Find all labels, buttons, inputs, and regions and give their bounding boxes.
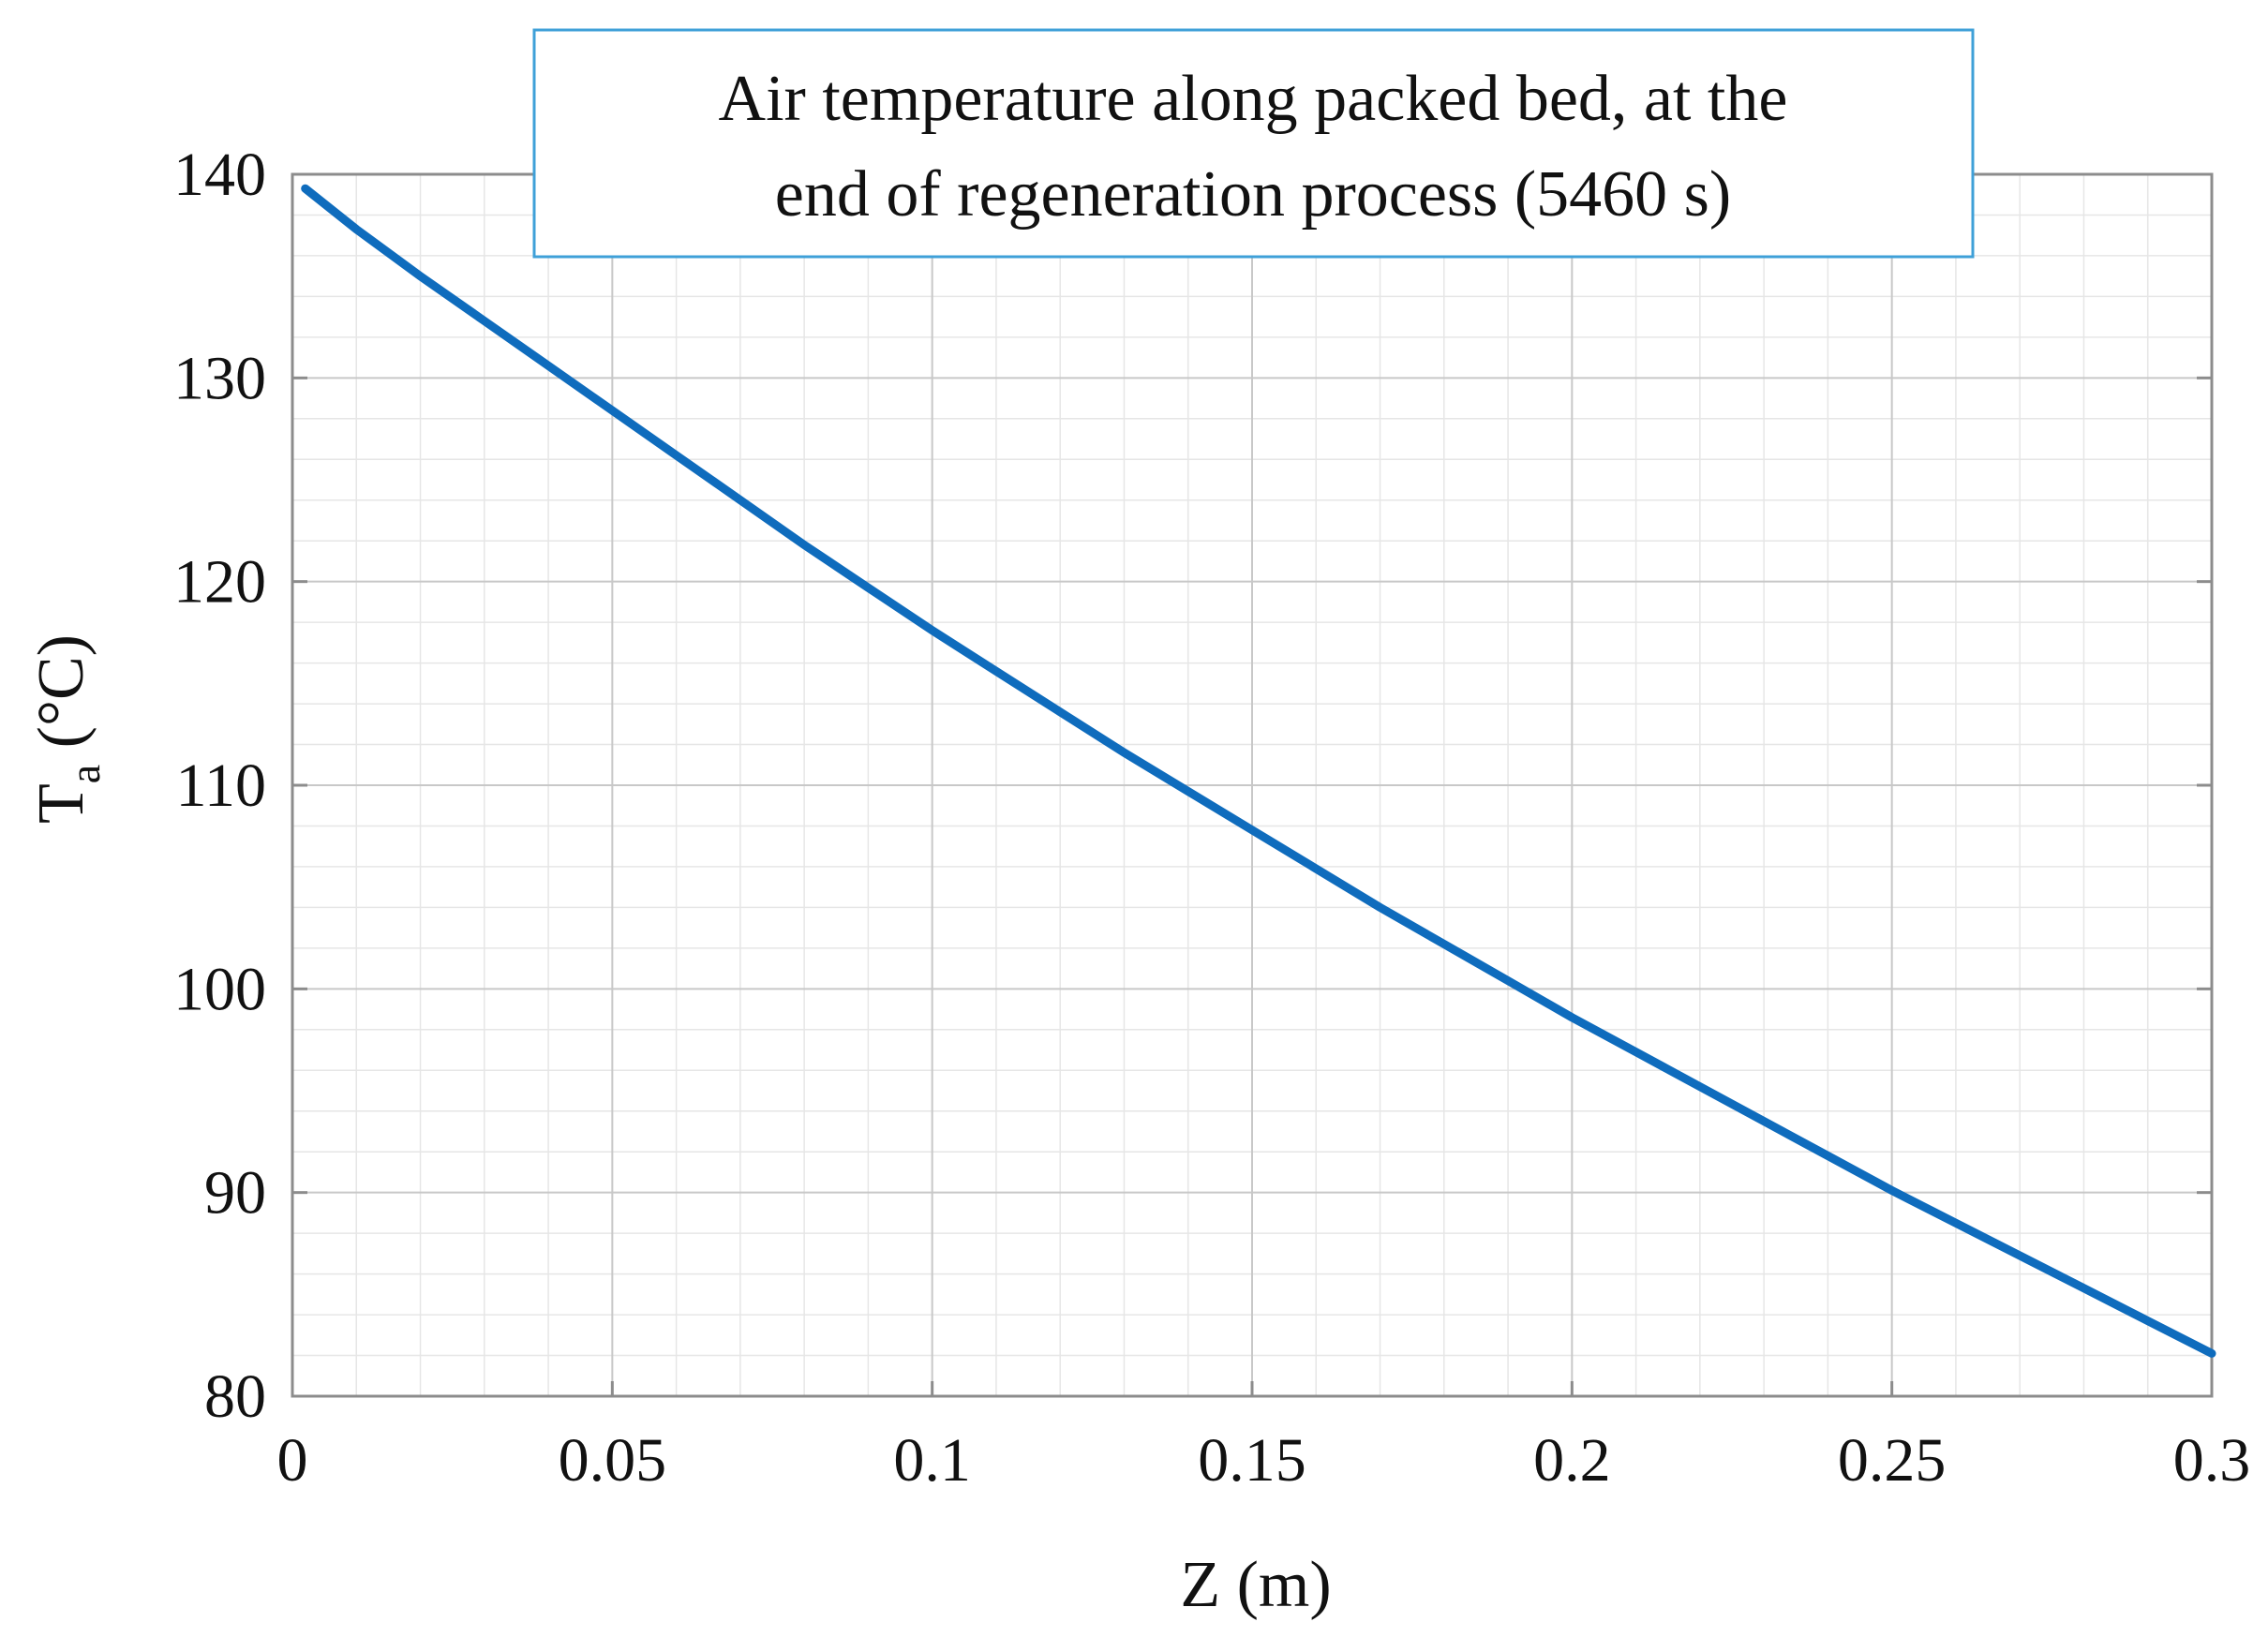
y-tick-label: 130 <box>173 344 266 412</box>
y-tick-label: 90 <box>204 1159 266 1228</box>
x-tick-label: 0.2 <box>1533 1426 1611 1495</box>
x-tick-label: 0.15 <box>1198 1426 1306 1495</box>
y-tick-label: 80 <box>204 1362 266 1431</box>
series-line-T_a <box>301 184 2216 1358</box>
y-axis-title: Ta (°C) <box>25 634 109 824</box>
y-tick-label: 120 <box>173 548 266 617</box>
y-tick-label: 100 <box>173 955 266 1023</box>
y-axis-title-unit: (°C) <box>25 634 97 765</box>
title-box <box>532 28 1975 259</box>
x-tick-label: 0.05 <box>559 1426 667 1495</box>
y-axis-title-main: T <box>25 783 97 824</box>
series-layer <box>301 184 2216 1358</box>
x-tick-label: 0.25 <box>1838 1426 1947 1495</box>
x-tick-label: 0.3 <box>2173 1426 2251 1495</box>
title-line-1: Air temperature along packed bed, at the <box>719 63 1788 135</box>
y-tick-labels: 80 90 100 110 120 130 140 <box>173 141 266 1431</box>
x-tick-label: 0.1 <box>893 1426 971 1495</box>
y-tick-label: 110 <box>175 752 266 820</box>
title-line-2: end of regeneration process (5460 s) <box>775 158 1731 231</box>
x-tick-label: 0 <box>277 1426 308 1495</box>
y-axis-title-sub: a <box>61 765 109 783</box>
x-tick-labels: 0 0.05 0.1 0.15 0.2 0.25 0.3 <box>277 1426 2251 1495</box>
y-tick-label: 140 <box>173 141 266 209</box>
x-axis-title: Z (m) <box>1180 1549 1331 1621</box>
